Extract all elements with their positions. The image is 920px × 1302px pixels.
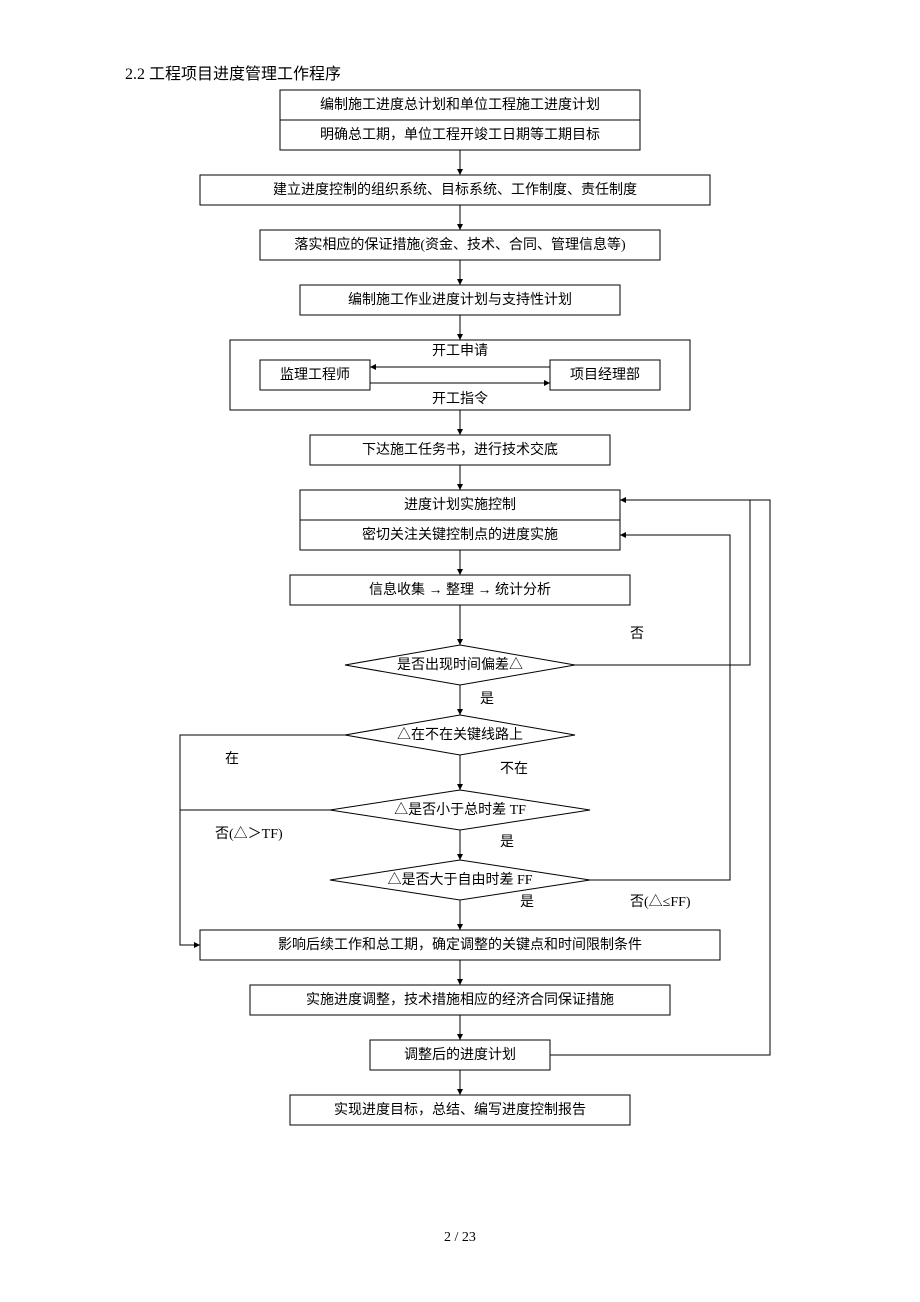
- flowchart-branch-label-1: 是: [480, 692, 494, 707]
- flowchart-branch-label-7: 否(△≤FF): [630, 894, 691, 910]
- flowchart-branch-label-4: 否(△＞TF): [215, 826, 283, 842]
- flowchart-text-n7-2: 密切关注关键控制点的进度实施: [362, 526, 558, 543]
- flowchart-text-d3: △是否小于总时差 TF: [394, 802, 526, 818]
- flowchart-text-n10: 实施进度调整，技术措施相应的经济合同保证措施: [306, 991, 614, 1008]
- flowchart-text-n4: 编制施工作业进度计划与支持性计划: [348, 292, 572, 308]
- flowchart-branch-label-2: 在: [225, 751, 239, 767]
- flowchart-text-d4: △是否大于自由时差 FF: [387, 872, 532, 888]
- flowchart-text-n1-1: 编制施工进度总计划和单位工程施工进度计划: [320, 97, 600, 113]
- flowchart-text-n1-2: 明确总工期，单位工程开竣工日期等工期目标: [320, 126, 600, 143]
- flowchart-text-d1: 是否出现时间偏差△: [397, 657, 523, 673]
- flowchart-branch-label-6: 是: [520, 895, 534, 910]
- flowchart-text-n11: 调整后的进度计划: [404, 1047, 516, 1063]
- flowchart-label-n5_label_top: 开工申请: [432, 343, 488, 359]
- flowchart-text-n12: 实现进度目标，总结、编写进度控制报告: [334, 1102, 586, 1118]
- flowchart-text-n3: 落实相应的保证措施(资金、技术、合同、管理信息等): [294, 236, 626, 253]
- flowchart-text-n7-1: 进度计划实施控制: [404, 497, 516, 513]
- flowchart-text-n9: 影响后续工作和总工期，确定调整的关键点和时间限制条件: [278, 936, 642, 953]
- flowchart-text-n6: 下达施工任务书，进行技术交底: [362, 441, 558, 458]
- flowchart-branch-label-3: 不在: [500, 761, 528, 777]
- flowchart-label-n5_label_bot: 开工指令: [432, 391, 488, 407]
- flowchart-text-n2: 建立进度控制的组织系统、目标系统、工作制度、责任制度: [273, 182, 637, 198]
- flowchart-text-n5_right: 项目经理部: [570, 367, 640, 383]
- page-footer: 2 / 23: [0, 1230, 920, 1246]
- flowchart-branch-label-0: 否: [630, 627, 644, 642]
- flowchart-svg: 编制施工进度总计划和单位工程施工进度计划明确总工期，单位工程开竣工日期等工期目标…: [0, 0, 920, 1302]
- flowchart-text-n8: 信息收集 → 整理 → 统计分析: [369, 581, 551, 598]
- flowchart-text-n5_left: 监理工程师: [280, 367, 350, 383]
- flowchart-text-d2: △在不在关键线路上: [397, 727, 523, 743]
- flowchart-branch-label-5: 是: [500, 835, 514, 850]
- page: 2.2 工程项目进度管理工作程序 编制施工进度总计划和单位工程施工进度计划明确总…: [0, 0, 920, 1302]
